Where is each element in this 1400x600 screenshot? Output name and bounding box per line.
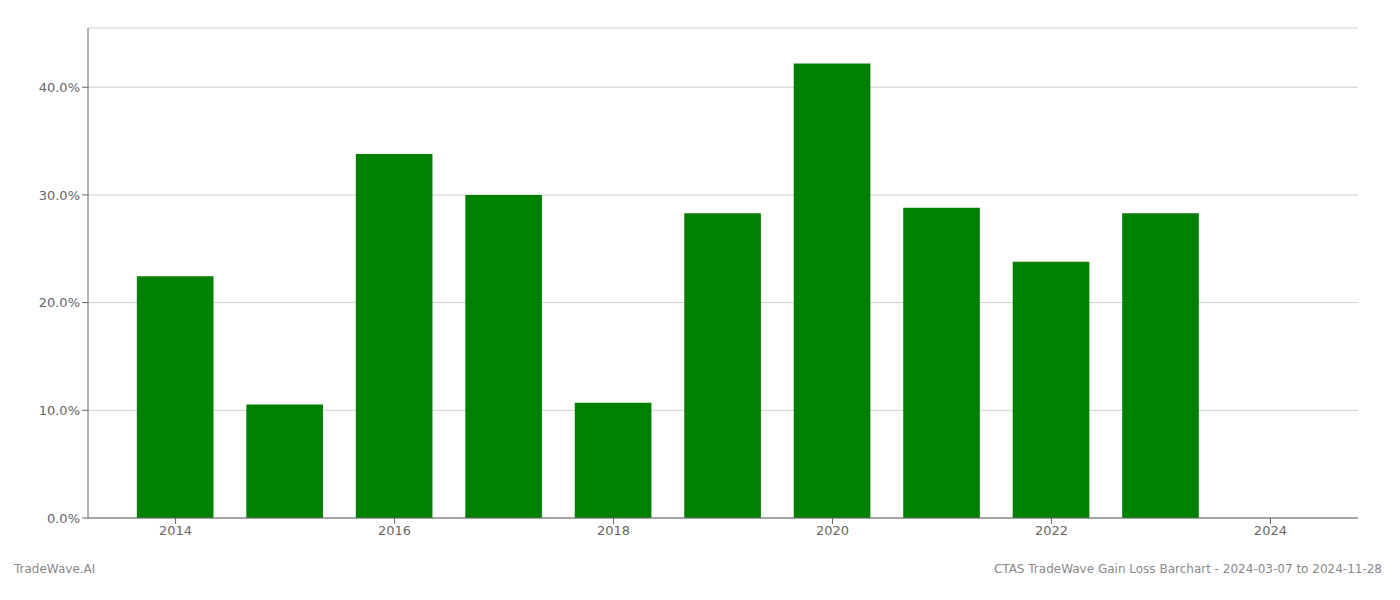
html-text:CTAS TradeWave Gain Loss Barch: CTAS TradeWave Gain Loss Barchart - 2024…	[993, 562, 1382, 576]
svg-text:10.0%: 10.0%	[39, 403, 80, 418]
svg-text:2020: 2020	[816, 523, 849, 538]
svg-text:2022: 2022	[1035, 523, 1068, 538]
svg-text:0.0%: 0.0%	[47, 511, 80, 526]
svg-text:40.0%: 40.0%	[39, 80, 80, 95]
html-text:TradeWave.AI: TradeWave.AI	[14, 562, 96, 576]
svg-text:2016: 2016	[378, 523, 411, 538]
svg-text:2024: 2024	[1254, 523, 1287, 538]
svg-text:2014: 2014	[159, 523, 192, 538]
svg-text:30.0%: 30.0%	[39, 188, 80, 203]
svg-text:2018: 2018	[597, 523, 630, 538]
svg-text:20.0%: 20.0%	[39, 295, 80, 310]
